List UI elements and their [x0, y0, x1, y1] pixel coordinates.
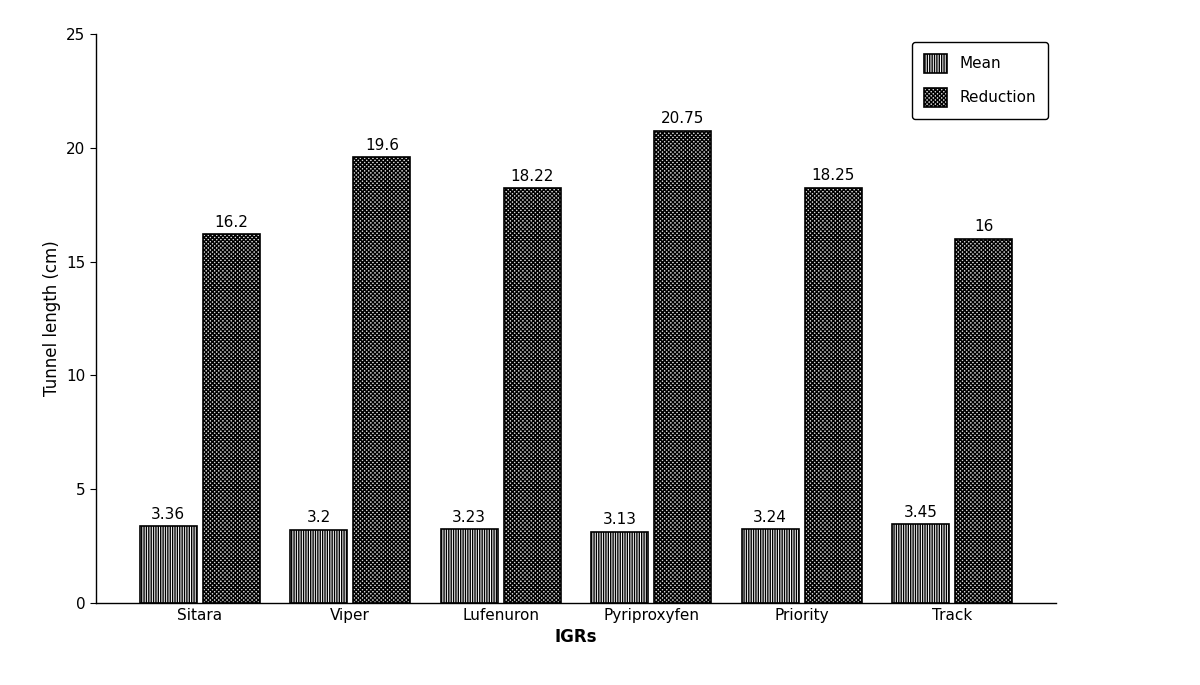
Bar	[654, 131, 712, 603]
Bar	[440, 530, 498, 603]
Bar	[290, 530, 347, 603]
Text: 16: 16	[974, 219, 994, 234]
Bar	[805, 188, 862, 603]
Text: 18.25: 18.25	[811, 169, 854, 183]
Bar	[504, 188, 560, 603]
Bar	[353, 157, 410, 603]
Text: 16.2: 16.2	[215, 215, 248, 230]
Legend: Mean, Reduction: Mean, Reduction	[912, 42, 1049, 119]
Text: 3.13: 3.13	[602, 512, 637, 527]
Bar	[742, 529, 799, 603]
Bar	[203, 234, 260, 603]
Bar	[955, 239, 1013, 603]
Bar	[139, 526, 197, 603]
Y-axis label: Tunnel length (cm): Tunnel length (cm)	[43, 240, 61, 397]
Text: 20.75: 20.75	[661, 112, 704, 126]
Text: 3.23: 3.23	[452, 510, 486, 525]
Text: 19.6: 19.6	[365, 138, 398, 153]
Text: 3.24: 3.24	[754, 510, 787, 525]
X-axis label: IGRs: IGRs	[554, 628, 598, 646]
Text: 3.2: 3.2	[306, 510, 331, 525]
Text: 3.45: 3.45	[904, 505, 937, 520]
Bar	[892, 524, 949, 603]
Bar	[592, 532, 648, 603]
Text: 3.36: 3.36	[151, 507, 185, 522]
Text: 18.22: 18.22	[511, 169, 554, 184]
